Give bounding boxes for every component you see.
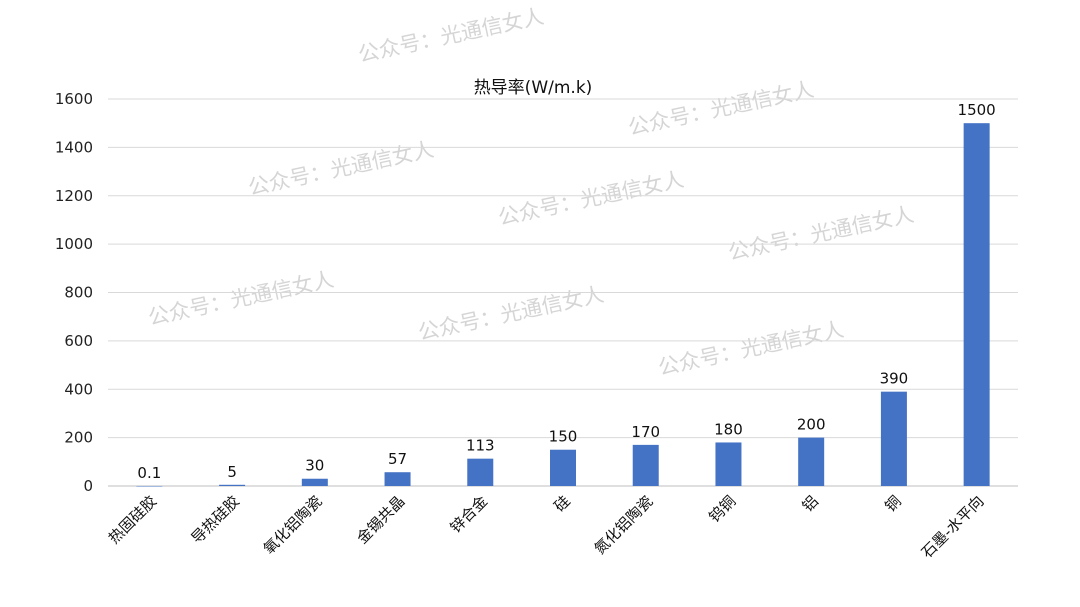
y-axis-ticks: 0 200 400 600 800 1000 1200 1400 1600	[55, 90, 93, 495]
bar	[219, 484, 246, 486]
data-label: 57	[388, 450, 407, 468]
watermark-text: 公众号：光通信女人	[146, 267, 336, 330]
bar	[467, 458, 494, 486]
x-tick-label: 氧化铝陶瓷	[260, 492, 326, 558]
bar	[963, 123, 990, 486]
y-tick-label: 1200	[55, 187, 93, 205]
data-labels: 0.1 5 30 57 113 150 170 180 200 390 1500	[137, 101, 995, 482]
x-tick-label: 石墨-水平向	[918, 492, 988, 562]
x-tick-label: 热固硅胶	[105, 492, 160, 547]
x-tick-label: 锌合金	[447, 492, 492, 537]
y-tick-label: 200	[64, 429, 93, 447]
watermark-text: 公众号：光通信女人	[726, 202, 916, 265]
watermark-text: 公众号：光通信女人	[626, 77, 816, 140]
data-label: 0.1	[137, 464, 161, 482]
data-label: 150	[549, 428, 578, 446]
data-label: 1500	[958, 101, 996, 119]
chart-title: 热导率(W/m.k)	[474, 78, 593, 98]
bar	[880, 391, 907, 486]
data-label: 180	[714, 420, 743, 438]
data-label: 5	[227, 463, 237, 481]
y-tick-label: 400	[64, 380, 93, 398]
gridlines	[108, 98, 1018, 487]
x-tick-label: 铜	[881, 492, 904, 515]
x-tick-label: 氮化铝陶瓷	[591, 492, 657, 558]
bars	[136, 123, 990, 487]
y-tick-label: 1600	[55, 90, 93, 108]
watermark-text: 公众号：光通信女人	[416, 282, 606, 345]
y-tick-label: 800	[64, 284, 93, 302]
watermark-text: 公众号：光通信女人	[356, 4, 546, 67]
data-label: 30	[305, 457, 324, 475]
data-label: 200	[797, 416, 826, 434]
x-tick-label: 金锡共晶	[353, 492, 408, 547]
x-axis-labels: 热固硅胶 导热硅胶 氧化铝陶瓷 金锡共晶 锌合金 硅氮化铝陶瓷 钨铜 铝 铜石墨-水平向	[105, 492, 987, 562]
bar	[136, 485, 163, 487]
bar	[798, 437, 825, 486]
bar	[715, 442, 742, 486]
x-tick-label: 导热硅胶	[188, 492, 243, 547]
y-tick-label: 1400	[55, 138, 93, 156]
x-tick-label: 硅	[550, 492, 573, 515]
y-tick-label: 600	[64, 332, 93, 350]
x-tick-label: 钨铜	[705, 492, 739, 526]
data-label: 390	[880, 370, 909, 388]
y-tick-label: 0	[83, 477, 93, 495]
y-tick-label: 1000	[55, 235, 93, 253]
watermark-text: 公众号：光通信女人	[656, 317, 846, 380]
data-label: 170	[631, 423, 660, 441]
watermark-text: 公众号：光通信女人	[496, 167, 686, 230]
bar	[301, 478, 328, 486]
data-label: 113	[466, 437, 495, 455]
bar	[550, 449, 576, 486]
bar	[384, 472, 411, 486]
x-tick-label: 铝	[799, 492, 822, 515]
bar	[632, 444, 659, 486]
watermark-text: 公众号：光通信女人	[246, 137, 436, 200]
